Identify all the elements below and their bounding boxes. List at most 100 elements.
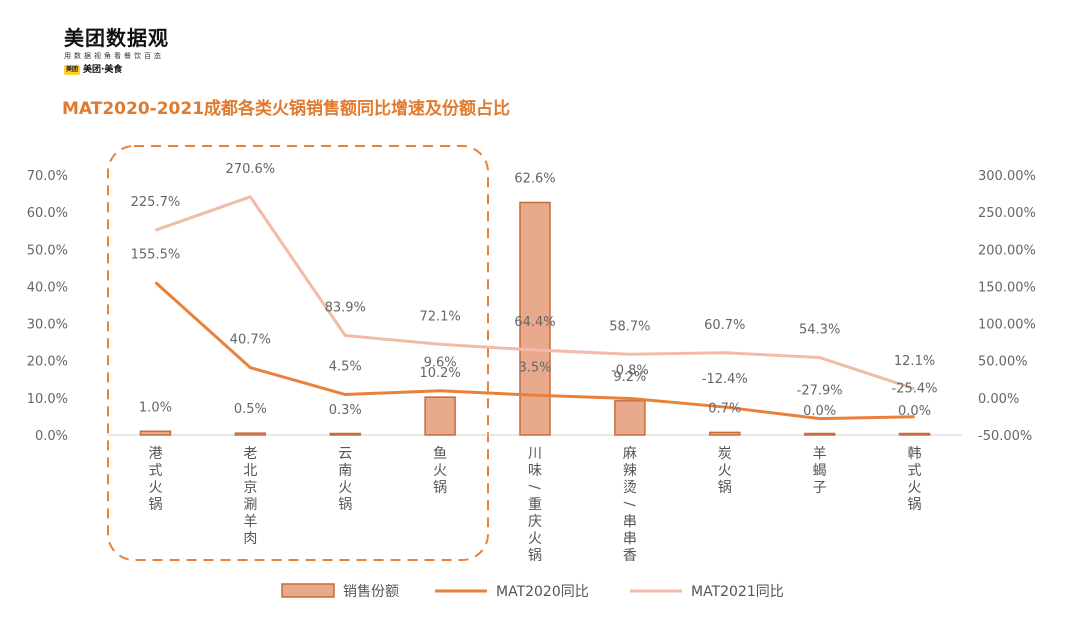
legend-swatch-share <box>281 583 335 598</box>
y-right-tick-label: 50.00% <box>978 355 1028 370</box>
category-label-4: 川 <box>528 446 542 462</box>
category-label-4: 庆 <box>528 514 542 530</box>
category-label-5: 烫 <box>623 480 637 496</box>
bar-0 <box>139 430 172 436</box>
mat2021-label-5: 58.7% <box>609 319 650 334</box>
category-label-7: 蝎 <box>813 463 827 479</box>
bar-1 <box>234 432 267 436</box>
y-left-tick-label: 0.0% <box>35 429 68 444</box>
logo-brand: 美团 美团·美食 <box>64 64 194 76</box>
mat2020-label-1: 40.7% <box>230 333 271 348</box>
mat2020-label-8: -25.4% <box>892 382 938 397</box>
mat2020-label-5: -0.8% <box>611 363 649 378</box>
legend-label-share: 销售份额 <box>343 584 399 600</box>
y-left-tick-label: 60.0% <box>27 206 68 221</box>
bar-value-label-3: 10.2% <box>419 366 460 381</box>
bar-value-label-7: 0.0% <box>803 404 836 419</box>
bar-2 <box>329 432 361 436</box>
category-label-1: 肉 <box>243 531 257 547</box>
mat2020-label-0: 155.5% <box>131 247 181 262</box>
category-label-4: / <box>526 485 542 490</box>
bar-value-label-8: 0.0% <box>898 404 931 419</box>
mat2020-label-7: -27.9% <box>797 384 843 399</box>
category-label-8: 火 <box>908 480 922 496</box>
y-left-tick-label: 30.0% <box>27 318 68 333</box>
category-label-7: 子 <box>813 480 827 496</box>
mat2021-label-2: 83.9% <box>325 301 366 316</box>
mat2021-label-1: 270.6% <box>226 162 276 177</box>
y-right-tick-label: 150.00% <box>978 280 1036 295</box>
bar-value-label-0: 1.0% <box>139 400 172 415</box>
bar-8 <box>898 432 931 436</box>
category-label-7: 羊 <box>813 446 827 462</box>
category-label-1: 京 <box>243 480 257 496</box>
bar-value-label-4: 62.6% <box>514 171 555 186</box>
category-label-3: 锅 <box>433 480 447 496</box>
category-label-5: 香 <box>623 548 637 564</box>
mat2021-label-3: 72.1% <box>419 309 460 324</box>
mat2020-label-4: 3.5% <box>518 360 551 375</box>
highlight-box <box>107 145 489 561</box>
bar-value-label-1: 0.5% <box>234 402 267 417</box>
category-label-5: 串 <box>623 514 637 530</box>
y-right-tick-label: 250.00% <box>978 206 1036 221</box>
category-label-2: 云 <box>338 446 352 462</box>
category-label-2: 南 <box>338 463 352 479</box>
mat2021-label-6: 60.7% <box>704 318 745 333</box>
mat2020-label-6: -12.4% <box>702 372 748 387</box>
bar-6 <box>709 431 741 436</box>
bar-5 <box>614 400 646 436</box>
mat2021-label-0: 225.7% <box>131 195 181 210</box>
category-label-3: 鱼 <box>433 445 447 462</box>
bar-value-label-5: 9.2% <box>613 370 646 385</box>
bar-7 <box>803 432 836 436</box>
category-label-4: 火 <box>528 531 542 547</box>
category-label-0: 港 <box>148 446 162 462</box>
series-line-1 <box>154 281 915 421</box>
y-right-tick-label: -50.00% <box>978 429 1032 444</box>
bar-value-label-2: 0.3% <box>329 403 362 418</box>
category-label-3: 火 <box>433 463 447 479</box>
mat2020-label-3: 9.6% <box>424 356 457 371</box>
category-label-8: 韩 <box>908 446 922 462</box>
y-right-tick-label: 200.00% <box>978 243 1036 258</box>
bar-3 <box>424 396 456 436</box>
y-left-tick-label: 40.0% <box>27 280 68 295</box>
category-label-6: 炭 <box>718 446 732 462</box>
y-left-tick-label: 70.0% <box>27 169 68 184</box>
category-label-1: 涮 <box>243 497 257 513</box>
category-label-4: 重 <box>528 497 542 513</box>
mat2021-label-8: 12.1% <box>894 354 935 369</box>
legend-label-mat2021: MAT2021同比 <box>691 584 784 600</box>
category-label-0: 锅 <box>148 497 162 513</box>
chart-title: MAT2020-2021成都各类火锅销售额同比增速及份额占比 <box>62 99 511 119</box>
category-label-1: 北 <box>243 463 257 479</box>
bar-value-label-6: 0.7% <box>708 401 741 416</box>
category-label-4: 味 <box>528 463 542 479</box>
y-right-tick-label: 100.00% <box>978 318 1036 333</box>
brand-logo: 美团数据观 用数据视角看餐饮百态 美团 美团·美食 <box>64 26 194 76</box>
y-left-tick-label: 10.0% <box>27 392 68 407</box>
category-label-2: 锅 <box>338 497 352 513</box>
legend-label-mat2020: MAT2020同比 <box>496 584 589 600</box>
y-left-tick-label: 20.0% <box>27 355 68 370</box>
logo-brand-text: 美团·美食 <box>83 65 123 75</box>
category-label-4: 锅 <box>528 548 542 564</box>
category-label-8: 式 <box>908 463 922 479</box>
mat2020-label-2: 4.5% <box>329 360 362 375</box>
category-label-5: 麻 <box>623 446 637 462</box>
logo-subtitle: 用数据视角看餐饮百态 <box>64 52 164 60</box>
logo-title: 美团数据观 <box>64 26 169 50</box>
category-label-5: 串 <box>623 531 637 547</box>
category-label-8: 锅 <box>908 497 922 513</box>
category-label-0: 火 <box>148 480 162 496</box>
y-right-tick-label: 0.00% <box>978 392 1019 407</box>
category-label-1: 老 <box>243 446 257 462</box>
y-right-tick-label: 300.00% <box>978 169 1036 184</box>
category-label-6: 火 <box>718 463 732 479</box>
category-label-1: 羊 <box>243 514 257 530</box>
category-label-0: 式 <box>148 463 162 479</box>
series-line-2 <box>154 195 916 391</box>
mat2021-label-4: 64.4% <box>514 315 555 330</box>
